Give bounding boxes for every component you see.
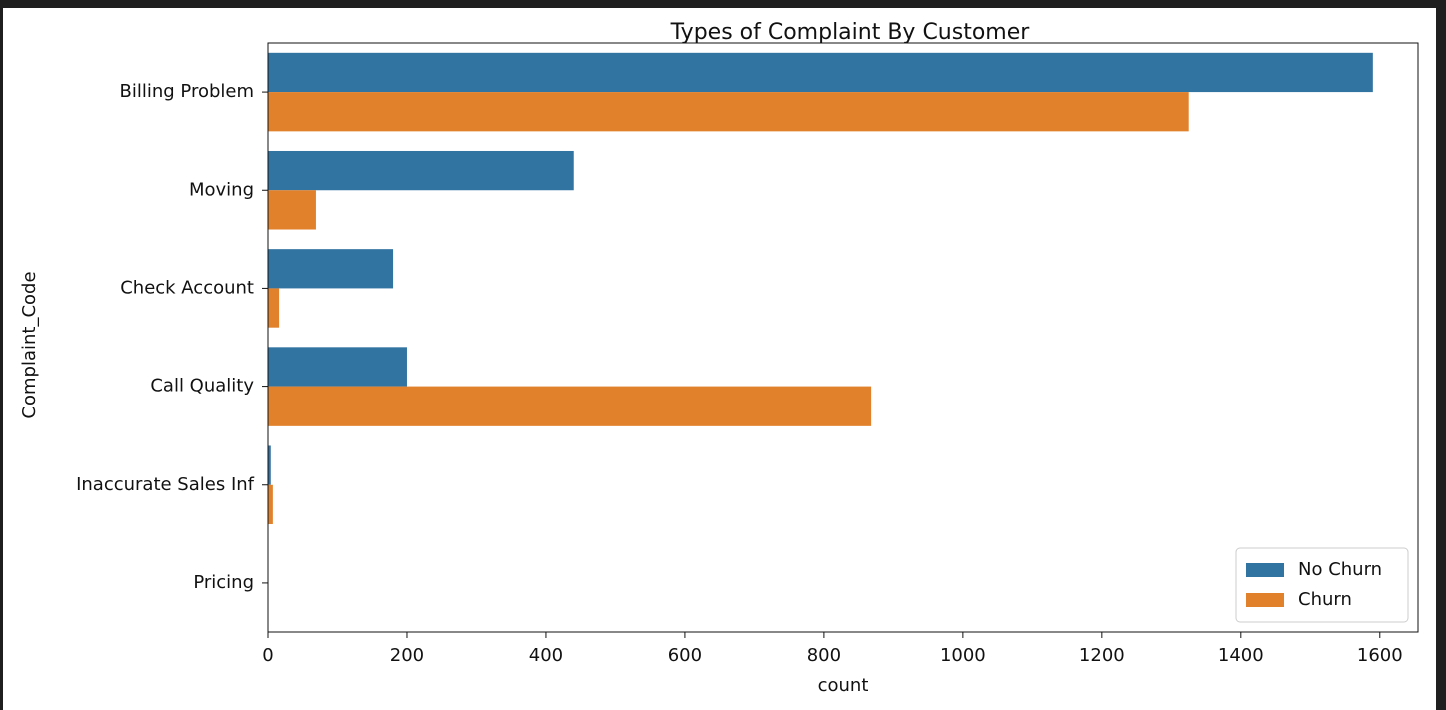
y-tick-label: Inaccurate Sales Inf — [76, 474, 255, 495]
legend-swatch — [1246, 563, 1284, 577]
y-tick-label: Pricing — [193, 572, 254, 593]
x-tick-label: 0 — [262, 645, 273, 666]
x-tick-label: 1400 — [1218, 645, 1264, 666]
chart-title: Types of Complaint By Customer — [670, 20, 1031, 45]
y-tick-label: Call Quality — [150, 376, 254, 397]
bar — [268, 347, 407, 387]
bar — [268, 288, 280, 328]
bar — [268, 249, 394, 289]
plot-frame — [267, 42, 1419, 633]
x-tick-label: 400 — [529, 645, 563, 666]
legend-label: No Churn — [1298, 559, 1382, 580]
x-tick-label: 600 — [668, 645, 702, 666]
legend-label: Churn — [1298, 589, 1352, 610]
y-tick-label: Billing Problem — [120, 81, 255, 102]
bar — [268, 484, 273, 525]
y-axis-label: Complaint_Code — [19, 271, 40, 418]
x-tick-label: 1200 — [1079, 645, 1125, 666]
bar — [268, 92, 1189, 132]
x-tick-label: 1600 — [1357, 645, 1403, 666]
x-axis-label: count — [818, 675, 869, 696]
bar — [268, 150, 574, 191]
y-tick-label: Check Account — [120, 277, 254, 298]
bar — [268, 52, 1373, 93]
y-tick-label: Moving — [189, 179, 254, 200]
bar — [268, 445, 271, 485]
bar — [268, 190, 316, 230]
legend-swatch — [1246, 593, 1284, 607]
bar — [268, 386, 872, 426]
x-tick-label: 800 — [807, 645, 841, 666]
x-tick-label: 1000 — [940, 645, 986, 666]
x-tick-label: 200 — [390, 645, 424, 666]
